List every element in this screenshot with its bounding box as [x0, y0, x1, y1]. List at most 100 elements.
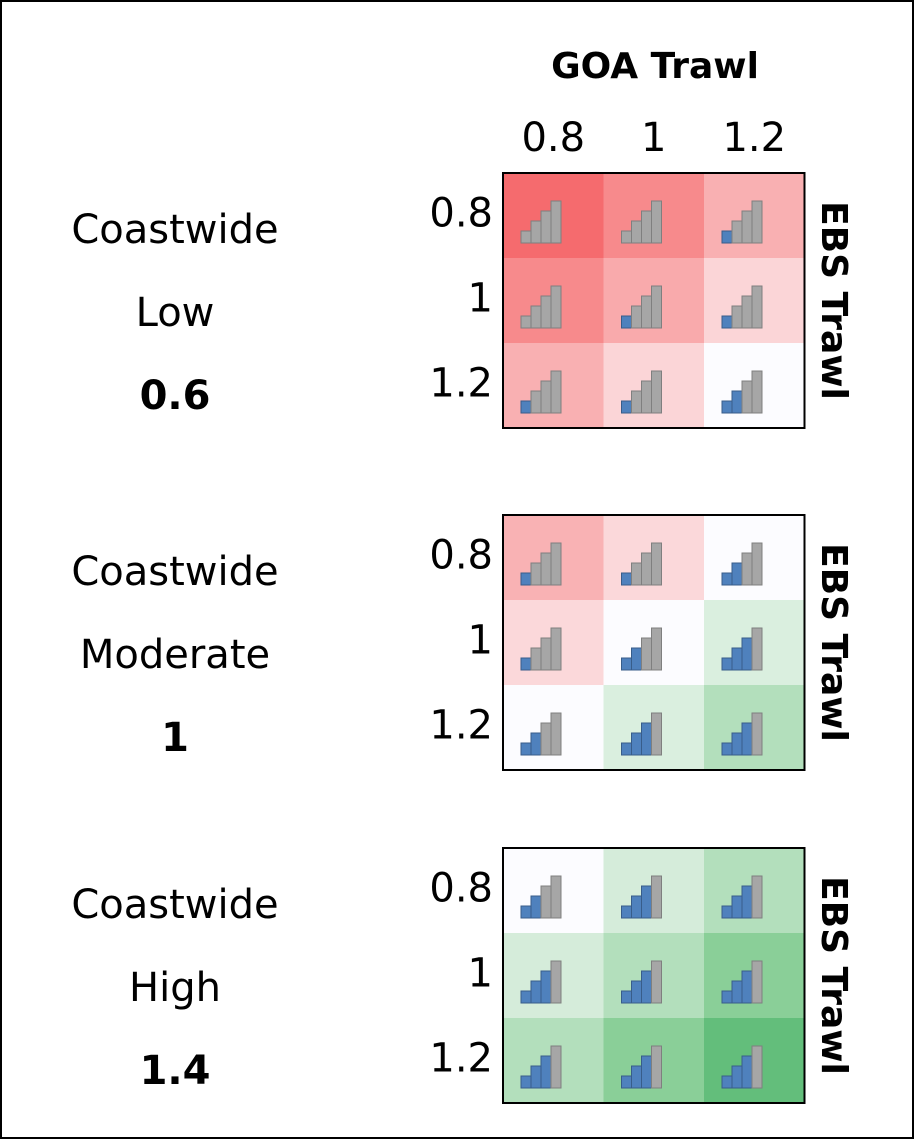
icon-bar — [540, 970, 552, 1004]
icon-bar — [751, 285, 763, 329]
icon-bar — [721, 990, 733, 1004]
bar-icon — [721, 875, 763, 919]
icon-bar — [550, 712, 562, 756]
icon-bar — [550, 200, 562, 244]
icon-bar — [520, 742, 532, 756]
icon-bar — [641, 552, 652, 586]
column-header: GOA Trawl — [551, 46, 759, 87]
bar-icon — [621, 370, 662, 414]
icon-bar — [741, 722, 753, 756]
icon-bar — [631, 1065, 642, 1089]
panel-label: Coastwide — [71, 882, 278, 928]
icon-bar — [631, 732, 642, 756]
bar-icon — [520, 200, 562, 244]
icon-bar — [621, 742, 632, 756]
icon-bar — [741, 380, 753, 414]
panel-label: Low — [136, 290, 215, 336]
row-label: 0.8 — [429, 533, 493, 579]
icon-bar — [621, 905, 632, 919]
icon-bar — [651, 200, 662, 244]
icon-bar — [641, 1055, 652, 1089]
icon-bar — [741, 552, 753, 586]
icon-bar — [530, 647, 542, 671]
row-label: 1 — [468, 276, 493, 322]
column-label: 0.8 — [521, 115, 585, 161]
row-header: EBS Trawl — [813, 201, 854, 400]
icon-bar — [540, 552, 552, 586]
icon-bar — [641, 210, 652, 244]
bar-icon — [520, 712, 562, 756]
bar-icon — [621, 542, 662, 586]
icon-bar — [530, 1065, 542, 1089]
icon-bar — [540, 380, 552, 414]
bar-icon — [621, 627, 662, 671]
icon-bar — [631, 980, 642, 1004]
panel-label: 1 — [161, 715, 189, 761]
row-label: 0.8 — [429, 191, 493, 237]
icon-bar — [731, 732, 743, 756]
icon-bar — [751, 627, 763, 671]
icon-bar — [631, 305, 642, 329]
icon-bar — [731, 305, 743, 329]
bar-icon — [721, 627, 763, 671]
icon-bar — [751, 370, 763, 414]
icon-bar — [530, 390, 542, 414]
bar-icon — [621, 875, 662, 919]
icon-bar — [641, 722, 652, 756]
icon-bar — [731, 390, 743, 414]
bar-icon — [721, 960, 763, 1004]
icon-bar — [721, 400, 733, 414]
icon-bar — [540, 1055, 552, 1089]
column-label: 1.2 — [722, 115, 786, 161]
bar-icon — [621, 1045, 662, 1089]
icon-bar — [540, 722, 552, 756]
icon-bar — [721, 657, 733, 671]
icon-bar — [741, 970, 753, 1004]
icon-bar — [651, 627, 662, 671]
icon-bar — [520, 230, 532, 244]
icon-bar — [621, 230, 632, 244]
icon-bar — [751, 875, 763, 919]
icon-bar — [641, 970, 652, 1004]
icon-bar — [651, 370, 662, 414]
icon-bar — [550, 542, 562, 586]
icon-bar — [641, 637, 652, 671]
bar-icon — [520, 960, 562, 1004]
panel-label: Coastwide — [71, 549, 278, 595]
bar-icon — [621, 712, 662, 756]
icon-bar — [721, 905, 733, 919]
icon-bar — [621, 1075, 632, 1089]
icon-bar — [550, 875, 562, 919]
bar-icon — [721, 285, 763, 329]
icon-bar — [651, 542, 662, 586]
row-label: 1.2 — [429, 361, 493, 407]
icon-bar — [550, 1045, 562, 1089]
bar-icon — [721, 1045, 763, 1089]
icon-bar — [641, 885, 652, 919]
icon-bar — [530, 980, 542, 1004]
icon-bar — [550, 960, 562, 1004]
panel-label: Coastwide — [71, 207, 278, 253]
row-label: 1 — [468, 618, 493, 664]
icon-bar — [520, 990, 532, 1004]
grid-border — [502, 172, 806, 429]
icon-bar — [651, 712, 662, 756]
icon-bar — [721, 742, 733, 756]
icon-bar — [651, 960, 662, 1004]
icon-bar — [751, 712, 763, 756]
icon-bar — [651, 285, 662, 329]
icon-bar — [641, 380, 652, 414]
icon-bar — [540, 885, 552, 919]
icon-bar — [621, 990, 632, 1004]
panel-label: 0.6 — [140, 373, 211, 419]
icon-bar — [731, 647, 743, 671]
icon-bar — [731, 562, 743, 586]
icon-bar — [550, 370, 562, 414]
icon-bar — [520, 315, 532, 329]
icon-bar — [751, 960, 763, 1004]
grid-border — [502, 514, 806, 771]
icon-bar — [731, 980, 743, 1004]
icon-bar — [550, 285, 562, 329]
icon-bar — [721, 572, 733, 586]
